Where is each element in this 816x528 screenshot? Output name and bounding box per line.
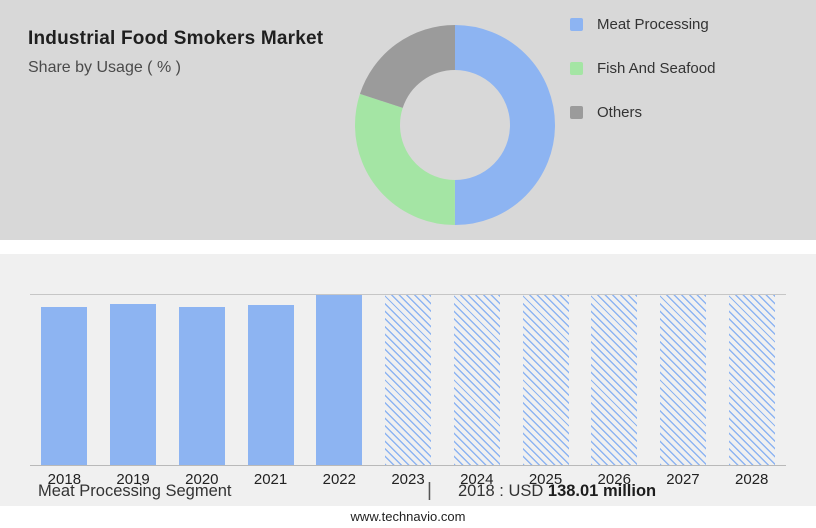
donut-segment-others	[355, 25, 555, 225]
x-axis-label-2023: 2023	[391, 471, 425, 488]
x-axis-label-2024: 2024	[460, 471, 494, 488]
chart-legend: Meat Processing Fish And Seafood Others	[570, 16, 715, 148]
x-axis-labels: 2018 2019 2020 2021 2022 2023 2024 2025 2026 2027…	[30, 471, 786, 488]
bar-slot-2025	[511, 295, 580, 465]
legend-label: Fish And Seafood	[597, 60, 716, 77]
page-subtitle: Share by Usage ( % )	[28, 59, 181, 76]
x-axis-label-2025: 2025	[528, 471, 563, 488]
x-axis-label-2019: 2019	[116, 471, 150, 488]
bar-slot-2027	[649, 295, 718, 465]
legend-label: Meat Processing	[597, 16, 709, 33]
x-axis-label-2022: 2022	[322, 471, 356, 488]
legend-item-fish-and-seafood: Fish And Seafood	[570, 60, 715, 77]
segment-base-value-bold: 138.01 million	[547, 482, 657, 500]
bar-chart-panel: 2018 2019 2020 2021 2022 2023 2024 2025 2026 2027…	[0, 254, 816, 506]
legend-item-meat-processing: Meat Processing	[570, 16, 715, 33]
bar-2018	[41, 306, 88, 465]
bar-2019	[110, 303, 157, 465]
bar-2024	[453, 295, 500, 465]
header-panel: Industrial Food Smokers Market Share by …	[0, 0, 816, 240]
x-axis-label-2018: 2018	[47, 471, 82, 488]
bar-2021	[247, 305, 294, 465]
bar-slot-2018	[30, 295, 99, 465]
segment-base-value-regular: 2018 : USD	[458, 482, 548, 500]
donut-segment-fish-and-seafood	[355, 25, 555, 225]
bar-slot-2028	[717, 295, 786, 465]
legend-swatch-fish-and-seafood	[570, 62, 583, 75]
bar-slot-2022	[305, 295, 374, 465]
x-axis-label-2028: 2028	[735, 471, 769, 488]
bar-slot-2026	[580, 295, 649, 465]
bar-slot-2019	[99, 295, 168, 465]
page-title: Industrial Food Smokers Market	[28, 28, 324, 49]
legend-swatch-meat-processing	[570, 18, 583, 31]
bar-2027	[659, 295, 706, 465]
donut-chart-svg	[355, 25, 555, 225]
title-block: Industrial Food Smokers Market Share by …	[28, 28, 358, 77]
bar-slot-2021	[236, 295, 305, 465]
legend-item-others: Others	[570, 104, 715, 121]
footnote-row: Meat Processing Segment | 2018 : USD 138…	[0, 480, 816, 506]
segment-base-value: 2018 : USD 138.01 million	[458, 482, 656, 501]
bar-2028	[728, 295, 775, 465]
bar-2020	[178, 306, 225, 465]
bar-slot-2023	[374, 295, 443, 465]
bar-plot	[30, 294, 786, 466]
x-axis-label-2021: 2021	[253, 471, 288, 488]
website-url: www.technavio.com	[350, 509, 466, 524]
x-axis-label-2020: 2020	[185, 471, 219, 488]
donut-chart	[355, 25, 555, 225]
x-axis-label-2026: 2026	[597, 471, 631, 488]
bar-slot-2020	[167, 295, 236, 465]
bar-2022	[316, 295, 363, 465]
footnote-divider: |	[427, 480, 432, 501]
bar-2023	[385, 295, 432, 465]
bar-slot-2024	[442, 295, 511, 465]
bar-2025	[522, 295, 569, 465]
legend-swatch-others	[570, 106, 583, 119]
x-axis-label-2027: 2027	[666, 471, 700, 488]
legend-label: Others	[597, 104, 643, 121]
segment-label: Meat Processing Segment	[38, 482, 232, 500]
bar-2026	[591, 295, 638, 465]
